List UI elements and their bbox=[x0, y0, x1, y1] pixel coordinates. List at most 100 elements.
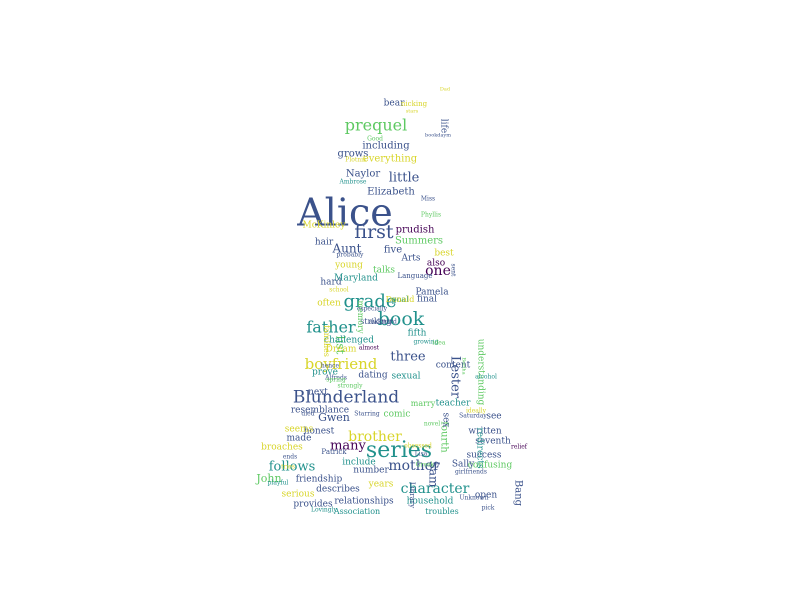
cloud-word: Language bbox=[397, 272, 432, 280]
cloud-word: memory bbox=[356, 300, 365, 334]
cloud-word: Good bbox=[367, 136, 383, 143]
cloud-word: tries bbox=[281, 464, 295, 471]
cloud-word: father bbox=[306, 318, 356, 337]
cloud-word: hard bbox=[320, 278, 341, 288]
cloud-word: Patrick bbox=[321, 448, 347, 456]
cloud-word: spring bbox=[326, 377, 346, 384]
cloud-word: Elizabeth bbox=[367, 187, 415, 198]
cloud-word: Summers bbox=[395, 236, 443, 247]
cloud-word: include bbox=[342, 458, 375, 468]
cloud-word: Donald bbox=[386, 295, 415, 304]
cloud-word: Aunt bbox=[332, 242, 362, 256]
cloud-word: dating bbox=[358, 371, 387, 381]
cloud-word: Unknown bbox=[459, 495, 488, 502]
cloud-word: seems bbox=[285, 425, 314, 435]
cloud-word: Plotnik bbox=[345, 157, 367, 164]
cloud-word: Maryland bbox=[334, 274, 378, 284]
cloud-word: Naylor bbox=[346, 169, 381, 180]
cloud-word: Lisa bbox=[415, 451, 428, 458]
cloud-word: died bbox=[301, 411, 314, 418]
cloud-word: troubles bbox=[425, 507, 459, 516]
cloud-word: families bbox=[322, 325, 331, 357]
cloud-word: sent bbox=[450, 264, 457, 277]
cloud-word: including bbox=[362, 141, 410, 152]
cloud-word: Sally bbox=[452, 460, 475, 470]
cloud-word: broaches bbox=[261, 443, 303, 453]
cloud-word: provides bbox=[293, 500, 333, 510]
cloud-word: strongly bbox=[338, 383, 364, 390]
cloud-word: life bbox=[439, 119, 449, 133]
cloud-word: Lester bbox=[448, 356, 463, 399]
cloud-word: Dad bbox=[440, 87, 451, 93]
cloud-word: ends bbox=[283, 454, 297, 461]
cloud-word: see bbox=[486, 412, 501, 422]
cloud-word: made bbox=[287, 434, 312, 444]
cloud-word: relief bbox=[511, 444, 528, 451]
cloud-word: brother bbox=[348, 429, 402, 445]
cloud-word: book bbox=[378, 308, 425, 330]
cloud-word: Starring bbox=[354, 411, 380, 418]
cloud-word: serious bbox=[282, 490, 315, 500]
cloud-word: honest bbox=[304, 427, 335, 437]
cloud-word: Miss bbox=[421, 196, 435, 203]
cloud-word: striking bbox=[360, 317, 391, 326]
cloud-word: school bbox=[329, 287, 349, 294]
cloud-word: many bbox=[330, 439, 366, 454]
cloud-word: first bbox=[354, 221, 394, 243]
cloud-word: Lovingly bbox=[311, 507, 338, 514]
cloud-word: series bbox=[366, 438, 432, 463]
cloud-word: Association bbox=[333, 507, 380, 516]
cloud-word: Bang bbox=[513, 480, 524, 507]
cloud-word: Phyllis bbox=[421, 212, 441, 219]
cloud-word: household bbox=[407, 497, 454, 507]
cloud-word: John bbox=[255, 472, 281, 485]
cloud-word: describes bbox=[316, 485, 360, 495]
cloud-word: fourth bbox=[439, 421, 450, 453]
cloud-word: number bbox=[353, 466, 389, 476]
cloud-word: stars bbox=[406, 109, 419, 115]
cloud-word: prequel bbox=[345, 116, 408, 135]
cloud-word: Gwen bbox=[318, 411, 350, 424]
cloud-word: awkward bbox=[369, 319, 397, 326]
cloud-word: talks bbox=[373, 266, 395, 276]
cloud-word: three bbox=[390, 350, 426, 365]
cloud-word: hair bbox=[315, 238, 334, 248]
cloud-word: nicking bbox=[401, 100, 428, 108]
cloud-word: sexual bbox=[391, 372, 420, 382]
cloud-word: Greek bbox=[416, 462, 435, 469]
cloud-word: Alfreds bbox=[324, 375, 347, 382]
cloud-word: Library bbox=[408, 482, 416, 508]
cloud-word: years bbox=[368, 480, 394, 490]
cloud-word: mother bbox=[388, 458, 440, 474]
cloud-word: boyfriend bbox=[305, 355, 378, 373]
cloud-word: sex bbox=[441, 412, 451, 427]
cloud-word: fifth bbox=[408, 329, 427, 339]
cloud-word: Sam bbox=[427, 461, 441, 488]
cloud-word: open bbox=[475, 491, 498, 501]
cloud-word: teacher bbox=[436, 399, 471, 409]
cloud-word: friendship bbox=[296, 475, 343, 485]
cloud-word: hence bbox=[321, 363, 340, 370]
cloud-word: often bbox=[317, 299, 341, 309]
cloud-word: one bbox=[425, 263, 451, 279]
cloud-word: bear bbox=[384, 99, 405, 109]
cloud-word: prudish bbox=[396, 225, 435, 236]
cloud-word: McKinley bbox=[303, 221, 347, 231]
cloud-word: almost bbox=[359, 345, 380, 352]
cloud-word: Saturday bbox=[459, 413, 487, 420]
cloud-word: ideally bbox=[466, 408, 487, 415]
cloud-word: Blunderland bbox=[293, 388, 399, 408]
cloud-word: Pamela bbox=[415, 288, 449, 298]
cloud-word: everything bbox=[363, 154, 418, 165]
cloud-word: Bertha bbox=[461, 357, 467, 374]
cloud-word: growing bbox=[413, 339, 438, 346]
cloud-word: best bbox=[434, 249, 454, 259]
cloud-word: Arts bbox=[400, 254, 420, 264]
cloud-word: especially bbox=[357, 306, 388, 313]
cloud-word: character bbox=[401, 481, 470, 497]
cloud-word: final bbox=[417, 295, 437, 305]
cloud-word: seventh bbox=[475, 437, 511, 447]
cloud-word: next bbox=[308, 388, 328, 398]
cloud-word: written bbox=[468, 427, 501, 437]
